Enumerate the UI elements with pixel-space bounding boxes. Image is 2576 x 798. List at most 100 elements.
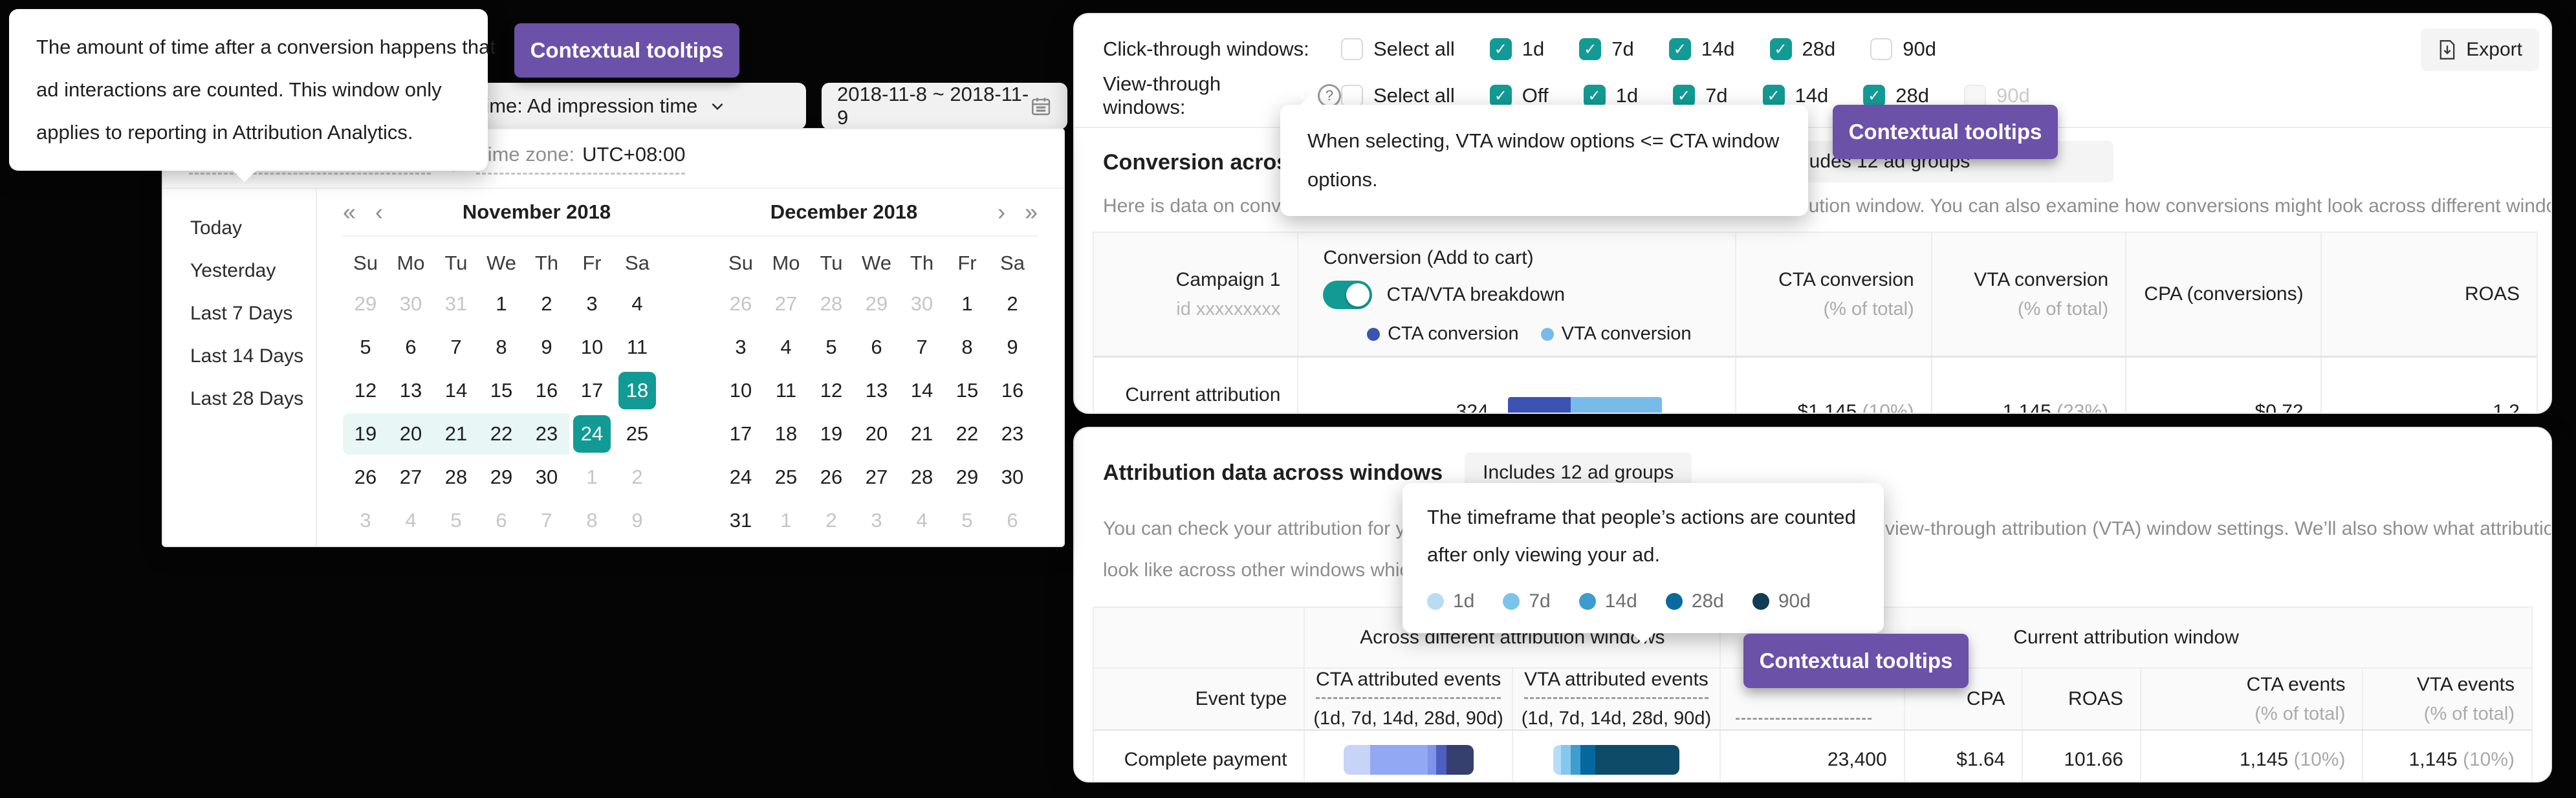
next-year-button[interactable]: » xyxy=(1024,199,1038,225)
day-cell[interactable]: 29 xyxy=(955,466,979,488)
day-cell[interactable]: 3 xyxy=(586,292,598,315)
day-cell[interactable]: 10 xyxy=(729,379,752,402)
day-cell[interactable]: 10 xyxy=(580,336,604,358)
day-cell[interactable]: 24 xyxy=(729,466,752,488)
day-cell[interactable]: 1 xyxy=(496,292,507,315)
day-cell[interactable]: 21 xyxy=(433,413,479,455)
day-cell[interactable]: 27 xyxy=(399,466,422,488)
day-cell[interactable]: 23 xyxy=(1001,422,1024,445)
day-cell[interactable]: 9 xyxy=(1007,336,1018,358)
day-cell[interactable]: 5 xyxy=(360,336,371,358)
checkbox-28d[interactable]: ✓ xyxy=(1769,38,1792,60)
next-month-button[interactable]: › xyxy=(997,199,1005,225)
day-cell[interactable]: 11 xyxy=(775,379,797,402)
day-cell[interactable]: 19 xyxy=(343,413,388,455)
day-cell[interactable]: 2 xyxy=(825,509,837,532)
day-cell[interactable]: 21 xyxy=(910,422,933,445)
day-cell[interactable]: 19 xyxy=(820,422,843,445)
day-cell[interactable]: 12 xyxy=(354,379,377,402)
day-cell[interactable]: 20 xyxy=(388,413,433,455)
day-cell[interactable]: 27 xyxy=(774,292,798,315)
day-cell[interactable]: 3 xyxy=(871,509,882,532)
day-cell[interactable]: 27 xyxy=(865,466,888,488)
day-cell[interactable]: 1 xyxy=(961,292,973,315)
day-cell[interactable]: 2 xyxy=(1007,292,1018,315)
export-button[interactable]: Export xyxy=(2421,28,2539,71)
day-cell[interactable]: 7 xyxy=(541,509,552,532)
day-cell[interactable]: 25 xyxy=(774,466,798,488)
day-cell[interactable]: 8 xyxy=(961,336,973,358)
day-cell[interactable]: 14 xyxy=(444,379,468,402)
day-cell[interactable]: 7 xyxy=(450,336,462,358)
day-cell[interactable]: 6 xyxy=(405,336,417,358)
day-cell[interactable]: 7 xyxy=(916,336,928,358)
day-cell[interactable]: 4 xyxy=(780,336,792,358)
checkbox-select-all[interactable] xyxy=(1341,38,1363,60)
day-cell[interactable]: 3 xyxy=(360,509,371,532)
day-cell[interactable]: 11 xyxy=(626,336,648,358)
day-cell[interactable]: 22 xyxy=(479,413,524,455)
day-cell[interactable]: 16 xyxy=(535,379,558,402)
day-cell[interactable]: 26 xyxy=(354,466,377,488)
day-cell[interactable]: 16 xyxy=(1001,379,1024,402)
day-cell[interactable]: 31 xyxy=(729,509,752,532)
preset-last-7-days[interactable]: Last 7 Days xyxy=(190,303,293,324)
day-cell[interactable]: 30 xyxy=(910,292,933,315)
day-cell[interactable]: 4 xyxy=(631,292,643,315)
day-cell[interactable]: 4 xyxy=(916,509,928,532)
day-cell[interactable]: 26 xyxy=(729,292,752,315)
day-cell[interactable]: 2 xyxy=(541,292,552,315)
checkbox-90d[interactable] xyxy=(1964,85,1987,107)
day-cell[interactable]: 6 xyxy=(1007,509,1018,532)
day-cell[interactable]: 1 xyxy=(586,466,598,488)
checkbox-7d[interactable]: ✓ xyxy=(1673,85,1696,107)
cta-vta-breakdown-toggle[interactable] xyxy=(1323,281,1373,309)
day-cell[interactable]: 1 xyxy=(780,509,792,532)
day-cell[interactable]: 29 xyxy=(490,466,513,488)
day-cell[interactable]: 18 xyxy=(774,422,798,445)
checkbox-7d[interactable]: ✓ xyxy=(1579,38,1602,60)
preset-last-14-days[interactable]: Last 14 Days xyxy=(190,345,304,367)
day-cell[interactable]: 17 xyxy=(729,422,752,445)
day-cell[interactable]: 24 xyxy=(569,413,615,455)
checkbox-90d[interactable] xyxy=(1870,38,1893,60)
date-range-input[interactable]: 2018-11-8 ~ 2018-11-9 xyxy=(822,83,1067,129)
day-cell[interactable]: 28 xyxy=(820,292,843,315)
day-cell[interactable]: 25 xyxy=(626,422,649,445)
day-cell[interactable]: 29 xyxy=(354,292,377,315)
day-cell[interactable]: 30 xyxy=(399,292,422,315)
day-cell[interactable]: 5 xyxy=(450,509,462,532)
contextual-tooltips-button[interactable]: Contextual tooltips xyxy=(1833,105,2058,159)
day-cell[interactable]: 29 xyxy=(865,292,888,315)
checkbox-select-all[interactable] xyxy=(1341,85,1363,107)
day-cell[interactable]: 5 xyxy=(961,509,973,532)
day-cell[interactable]: 15 xyxy=(490,379,513,402)
day-cell[interactable]: 31 xyxy=(444,292,468,315)
checkbox-14d[interactable]: ✓ xyxy=(1762,85,1785,107)
preset-today[interactable]: Today xyxy=(190,217,243,239)
day-cell[interactable]: 5 xyxy=(825,336,837,358)
day-cell[interactable]: 20 xyxy=(865,422,888,445)
checkbox-14d[interactable]: ✓ xyxy=(1668,38,1691,60)
preset-yesterday[interactable]: Yesterday xyxy=(190,260,276,281)
day-cell[interactable]: 17 xyxy=(580,379,604,402)
prev-year-button[interactable]: « xyxy=(343,199,356,225)
day-cell[interactable]: 8 xyxy=(496,336,507,358)
prev-month-button[interactable]: ‹ xyxy=(375,199,384,225)
day-cell[interactable]: 28 xyxy=(444,466,468,488)
checkbox-28d[interactable]: ✓ xyxy=(1863,85,1886,107)
day-cell[interactable]: 28 xyxy=(910,466,933,488)
day-cell[interactable]: 13 xyxy=(399,379,422,402)
day-cell[interactable]: 30 xyxy=(535,466,558,488)
day-cell[interactable]: 2 xyxy=(631,466,643,488)
day-cell[interactable]: 23 xyxy=(524,413,569,455)
day-cell[interactable]: 8 xyxy=(586,509,598,532)
day-cell[interactable]: 9 xyxy=(631,509,643,532)
day-cell[interactable]: 6 xyxy=(496,509,507,532)
day-cell[interactable]: 3 xyxy=(735,336,747,358)
contextual-tooltips-button[interactable]: Contextual tooltips xyxy=(514,23,739,78)
timezone-trigger[interactable]: Time zone: UTC+08:00 xyxy=(475,143,686,175)
contextual-tooltips-button[interactable]: Contextual tooltips xyxy=(1743,634,1969,688)
checkbox-off[interactable]: ✓ xyxy=(1489,85,1512,107)
checkbox-1d[interactable]: ✓ xyxy=(1489,38,1512,60)
